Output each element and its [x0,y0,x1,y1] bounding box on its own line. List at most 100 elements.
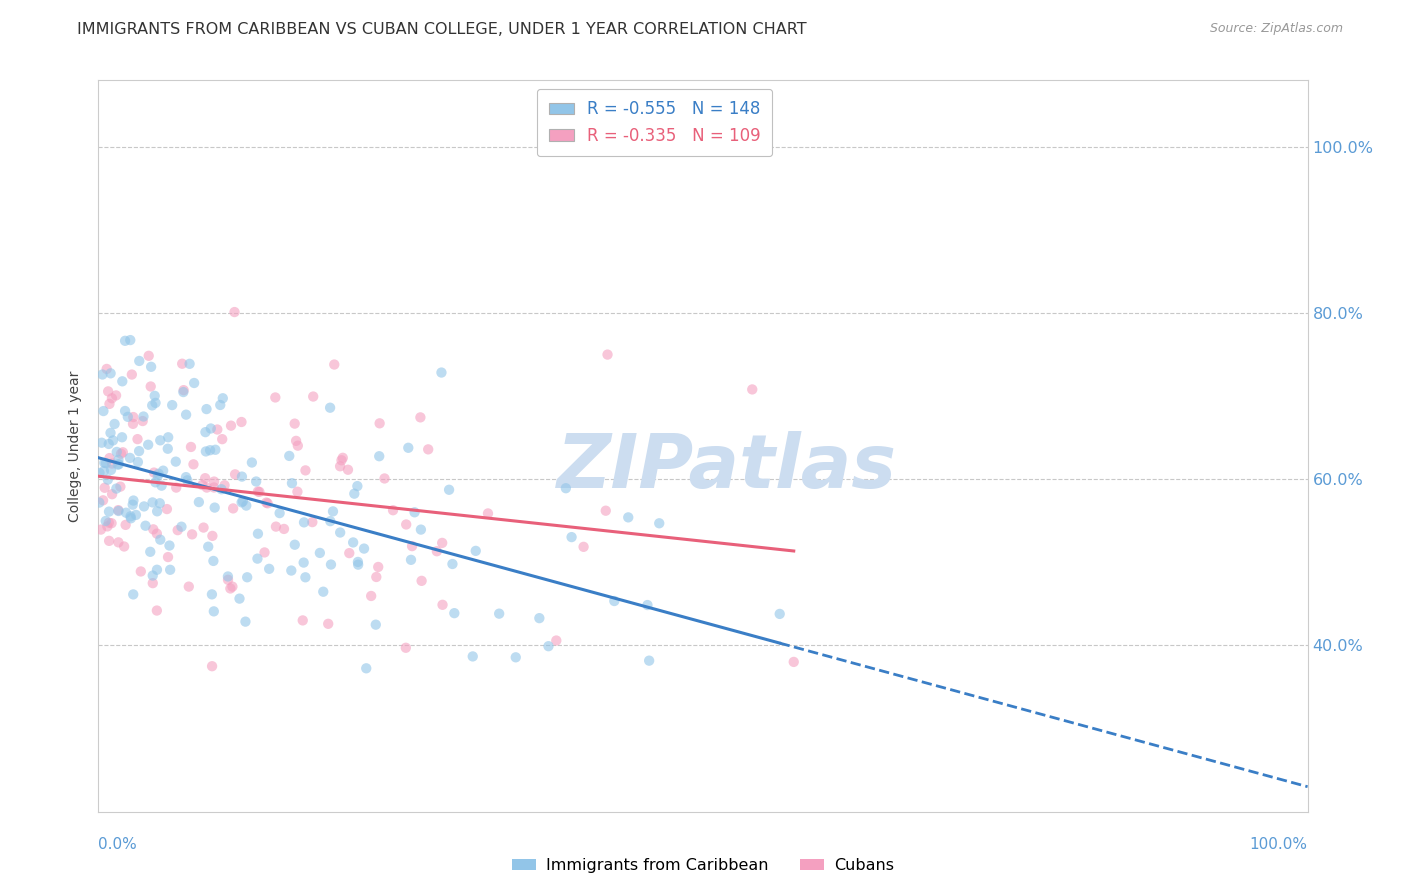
Point [319,514,342,528]
Point [292,556,315,570]
Point [409,410,432,425]
Point [139,379,162,393]
Point [100,367,122,381]
Point [141,399,163,413]
Point [170,519,193,533]
Point [111,374,134,388]
Point [319,401,342,415]
Legend: Immigrants from Caribbean, Cubans: Immigrants from Caribbean, Cubans [506,852,900,880]
Text: 100.0%: 100.0% [1250,838,1308,853]
Point [312,584,335,599]
Point [94,456,117,470]
Point [217,573,239,587]
Point [430,536,453,550]
Point [347,558,370,572]
Point [157,430,180,444]
Point [156,502,179,516]
Point [246,551,269,566]
Point [219,418,242,433]
Point [145,475,167,490]
Point [603,594,626,608]
Point [280,564,302,578]
Point [395,517,418,532]
Point [461,649,484,664]
Point [302,390,325,404]
Point [204,442,226,457]
Point [281,476,304,491]
Point [173,383,195,397]
Point [330,453,353,467]
Point [125,508,148,522]
Point [98,533,121,548]
Point [443,606,465,620]
Point [783,655,806,669]
Point [411,574,433,588]
Legend: R = -0.555   N = 148, R = -0.335   N = 109: R = -0.555 N = 148, R = -0.335 N = 109 [537,88,772,156]
Point [100,463,122,477]
Point [96,362,118,376]
Point [149,434,172,448]
Point [221,580,243,594]
Point [201,587,224,601]
Text: ZIPatlas: ZIPatlas [557,432,897,505]
Point [232,494,254,508]
Point [231,495,253,509]
Point [101,487,124,501]
Point [97,516,120,530]
Point [172,357,194,371]
Point [105,388,128,402]
Text: 0.0%: 0.0% [98,838,138,853]
Point [368,417,391,431]
Point [107,503,129,517]
Point [143,389,166,403]
Point [121,498,143,512]
Text: Source: ZipAtlas.com: Source: ZipAtlas.com [1209,22,1343,36]
Point [285,434,308,448]
Point [165,455,187,469]
Point [198,443,221,458]
Point [194,444,217,458]
Point [546,633,568,648]
Point [301,515,323,529]
Point [176,473,198,487]
Point [194,471,217,485]
Point [308,546,330,560]
Point [561,530,583,544]
Point [114,334,136,348]
Point [105,445,128,459]
Point [287,484,309,499]
Point [336,463,359,477]
Point [554,481,576,495]
Point [89,495,111,509]
Point [253,545,276,559]
Point [247,484,270,499]
Point [291,614,314,628]
Point [110,480,132,494]
Point [122,587,145,601]
Point [437,483,460,497]
Point [332,450,354,465]
Point [132,409,155,424]
Point [287,439,309,453]
Point [143,466,166,480]
Point [183,376,205,390]
Point [132,500,155,514]
Point [432,598,454,612]
Point [648,516,671,531]
Point [194,425,217,439]
Point [146,504,169,518]
Point [136,438,159,452]
Point [366,570,388,584]
Point [323,358,346,372]
Point [201,529,224,543]
Point [148,467,170,481]
Point [316,616,339,631]
Text: IMMIGRANTS FROM CARIBBEAN VS CUBAN COLLEGE, UNDER 1 YEAR CORRELATION CHART: IMMIGRANTS FROM CARIBBEAN VS CUBAN COLLE… [77,22,807,37]
Point [157,549,180,564]
Point [150,478,173,492]
Point [160,398,183,412]
Point [165,481,187,495]
Point [236,570,259,584]
Point [180,440,202,454]
Point [93,464,115,478]
